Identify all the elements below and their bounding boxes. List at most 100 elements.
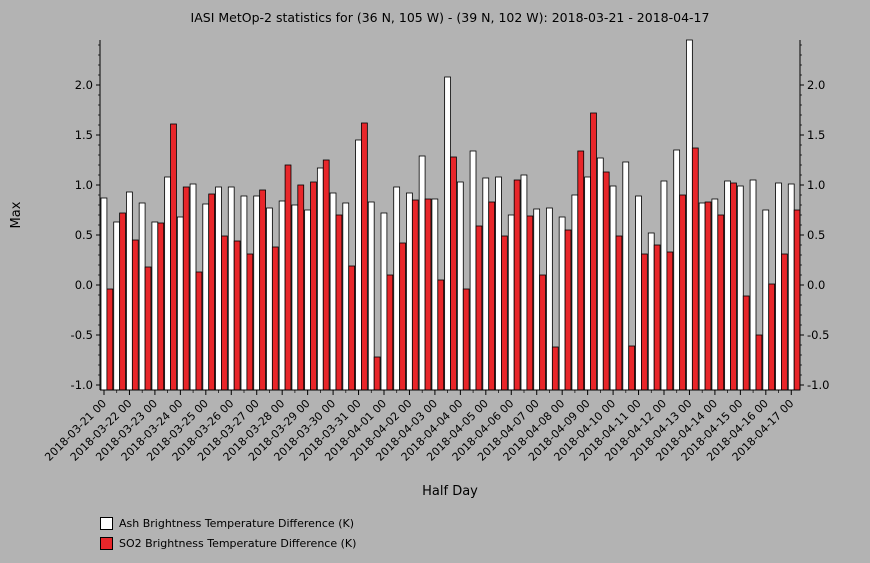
bar-ash-15 xyxy=(291,204,299,391)
bar-ash-42 xyxy=(635,195,642,391)
legend-item-so2: SO2 Brightness Temperature Difference (K… xyxy=(100,533,356,553)
bar-so2-48 xyxy=(717,214,725,391)
bar-ash-33 xyxy=(520,174,528,391)
bar-ash-14 xyxy=(278,200,286,391)
bar-so2-33 xyxy=(526,215,534,391)
bar-so2-8 xyxy=(208,193,216,391)
bar-so2-17 xyxy=(322,159,330,391)
y-tick-label-left-0: -1.0 xyxy=(71,378,93,392)
bar-ash-13 xyxy=(266,207,273,391)
bar-so2-31 xyxy=(501,235,508,391)
bar-ash-3 xyxy=(138,202,146,391)
y-tick-label-left-4: 1.0 xyxy=(75,178,93,192)
bar-so2-13 xyxy=(271,246,279,391)
bar-ash-43 xyxy=(647,232,655,391)
bar-ash-8 xyxy=(202,203,210,391)
bar-ash-6 xyxy=(176,216,184,391)
bar-ash-18 xyxy=(329,192,337,391)
bar-ash-39 xyxy=(596,157,604,391)
legend: Ash Brightness Temperature Difference (K… xyxy=(100,513,356,553)
bar-ash-45 xyxy=(673,149,681,391)
bar-ash-25 xyxy=(418,155,426,391)
bar-ash-52 xyxy=(762,209,770,391)
bar-so2-41 xyxy=(628,345,636,391)
bar-ash-5 xyxy=(164,176,171,391)
bar-so2-20 xyxy=(361,122,368,391)
bar-ash-20 xyxy=(355,139,362,391)
bar-so2-30 xyxy=(488,201,496,391)
bar-so2-9 xyxy=(221,235,228,391)
y-tick-label-right-4: 1.0 xyxy=(807,178,825,192)
y-tick-label-left-1: -0.5 xyxy=(71,328,93,342)
bar-ash-17 xyxy=(316,167,324,391)
bar-ash-26 xyxy=(431,198,439,391)
y-tick-label-left-3: 0.5 xyxy=(75,228,93,242)
bar-so2-39 xyxy=(602,171,610,391)
bar-ash-49 xyxy=(724,180,731,391)
bar-so2-34 xyxy=(539,274,546,391)
bar-ash-4 xyxy=(151,221,159,391)
bar-so2-21 xyxy=(373,356,381,391)
bar-so2-6 xyxy=(182,186,190,391)
bar-so2-52 xyxy=(768,283,776,391)
bar-ash-7 xyxy=(189,183,197,391)
bar-so2-45 xyxy=(679,194,686,391)
bar-ash-44 xyxy=(660,180,668,391)
bar-so2-19 xyxy=(348,265,356,391)
bar-ash-50 xyxy=(736,185,744,391)
bar-so2-53 xyxy=(781,253,788,391)
bar-so2-16 xyxy=(310,181,317,391)
bar-so2-14 xyxy=(284,164,292,391)
y-tick-label-left-6: 2.0 xyxy=(75,78,93,92)
bar-ash-9 xyxy=(215,186,222,391)
bar-so2-35 xyxy=(551,346,559,391)
x-axis-label: Half Day xyxy=(422,484,478,499)
y-tick-label-right-0: -1.0 xyxy=(807,378,829,392)
bar-so2-5 xyxy=(170,123,177,391)
bar-so2-22 xyxy=(386,274,394,391)
legend-swatch-so2 xyxy=(100,536,113,550)
bar-so2-40 xyxy=(615,235,623,391)
bar-so2-50 xyxy=(742,295,750,391)
y-tick-label-left-2: 0.0 xyxy=(75,278,93,292)
bar-so2-10 xyxy=(233,240,241,391)
y-tick-label-right-5: 1.5 xyxy=(807,128,825,142)
bar-ash-31 xyxy=(495,176,502,391)
bar-ash-32 xyxy=(507,214,515,391)
bar-ash-51 xyxy=(749,179,757,391)
bar-ash-10 xyxy=(227,186,235,391)
bar-ash-27 xyxy=(444,76,451,391)
bar-ash-41 xyxy=(622,161,630,391)
bar-so2-12 xyxy=(259,189,266,391)
bar-ash-30 xyxy=(482,177,490,391)
bar-ash-40 xyxy=(609,185,617,391)
legend-label-so2: SO2 Brightness Temperature Difference (K… xyxy=(119,536,357,550)
bar-so2-1 xyxy=(119,212,126,391)
y-tick-label-right-6: 2.0 xyxy=(807,78,825,92)
bar-ash-2 xyxy=(126,191,133,391)
bar-ash-53 xyxy=(775,182,782,391)
bar-ash-54 xyxy=(787,183,795,391)
bar-so2-3 xyxy=(144,266,152,391)
bar-so2-23 xyxy=(399,242,406,391)
bars-layer xyxy=(100,39,801,391)
bar-so2-43 xyxy=(653,244,661,391)
bar-so2-29 xyxy=(475,225,483,391)
y-tick-label-right-1: -0.5 xyxy=(807,328,829,342)
bar-ash-48 xyxy=(711,198,719,391)
bar-so2-44 xyxy=(666,251,674,391)
bar-so2-0 xyxy=(106,288,114,391)
bar-ash-12 xyxy=(253,195,261,391)
bar-so2-46 xyxy=(691,147,699,391)
bar-ash-22 xyxy=(380,212,388,391)
bar-so2-49 xyxy=(730,182,737,391)
bar-ash-28 xyxy=(456,181,464,391)
bar-so2-2 xyxy=(131,239,139,391)
bar-ash-38 xyxy=(584,176,591,391)
bar-so2-25 xyxy=(424,198,432,391)
bar-so2-37 xyxy=(577,150,585,391)
bar-ash-11 xyxy=(240,195,248,391)
bar-ash-35 xyxy=(546,207,553,391)
legend-label-ash: Ash Brightness Temperature Difference (K… xyxy=(119,516,354,530)
